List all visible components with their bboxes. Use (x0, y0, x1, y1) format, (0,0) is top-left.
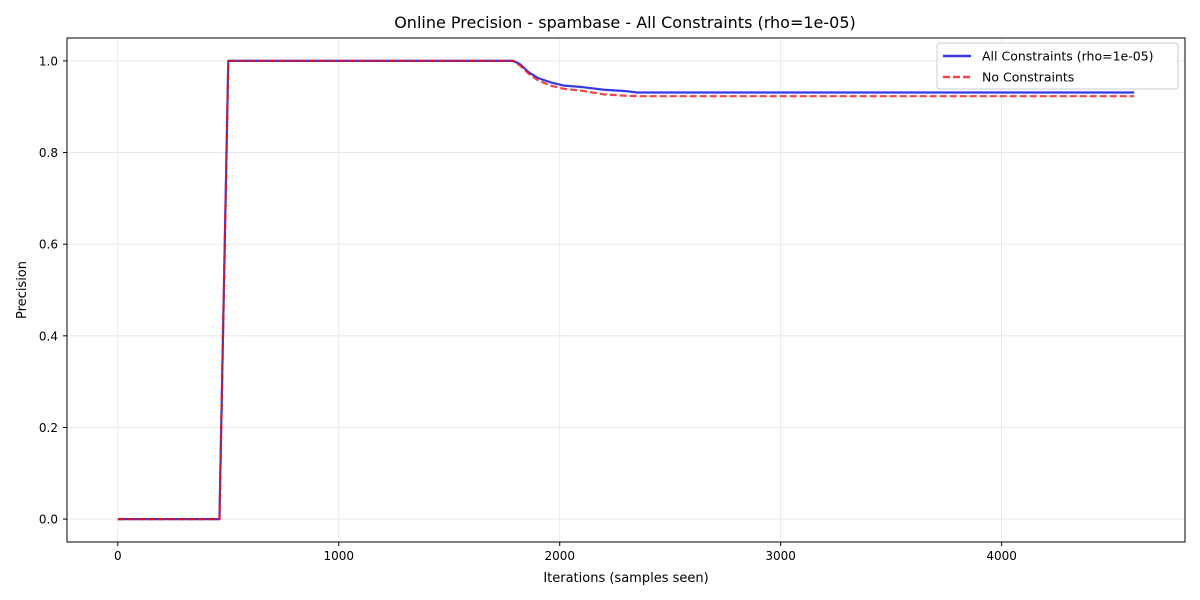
chart-title: Online Precision - spambase - All Constr… (394, 13, 856, 32)
x-tick-label: 0 (114, 549, 122, 563)
y-axis-label: Precision (15, 261, 30, 319)
x-tick-label: 2000 (544, 549, 575, 563)
y-tick-label: 1.0 (39, 54, 58, 68)
x-tick-label: 3000 (765, 549, 796, 563)
x-tick-label: 4000 (986, 549, 1017, 563)
axis-ticks: 0 1000 2000 3000 4000 0.0 0.2 0.4 0.6 0.8 1.0 (39, 54, 1017, 563)
y-tick-label: 0.6 (39, 238, 58, 252)
x-axis-label: Iterations (samples seen) (543, 571, 708, 586)
legend-frame (936, 42, 1179, 90)
y-tick-label: 0.4 (39, 329, 58, 343)
y-tick-label: 0.2 (39, 421, 58, 435)
series-lines (117, 59, 1135, 521)
series-line-no-constraints (117, 59, 1135, 521)
plot-area-frame (66, 37, 1186, 543)
y-tick-label: 0.8 (39, 146, 58, 160)
legend-label-no-constraints: No Constraints (982, 70, 1074, 85)
x-tick-label: 1000 (323, 549, 354, 563)
series-line-all-constraints (117, 59, 1135, 521)
legend: All Constraints (rho=1e-05) No Constrain… (936, 42, 1179, 90)
legend-label-all-constraints: All Constraints (rho=1e-05) (982, 49, 1154, 64)
y-tick-label: 0.0 (39, 513, 58, 527)
